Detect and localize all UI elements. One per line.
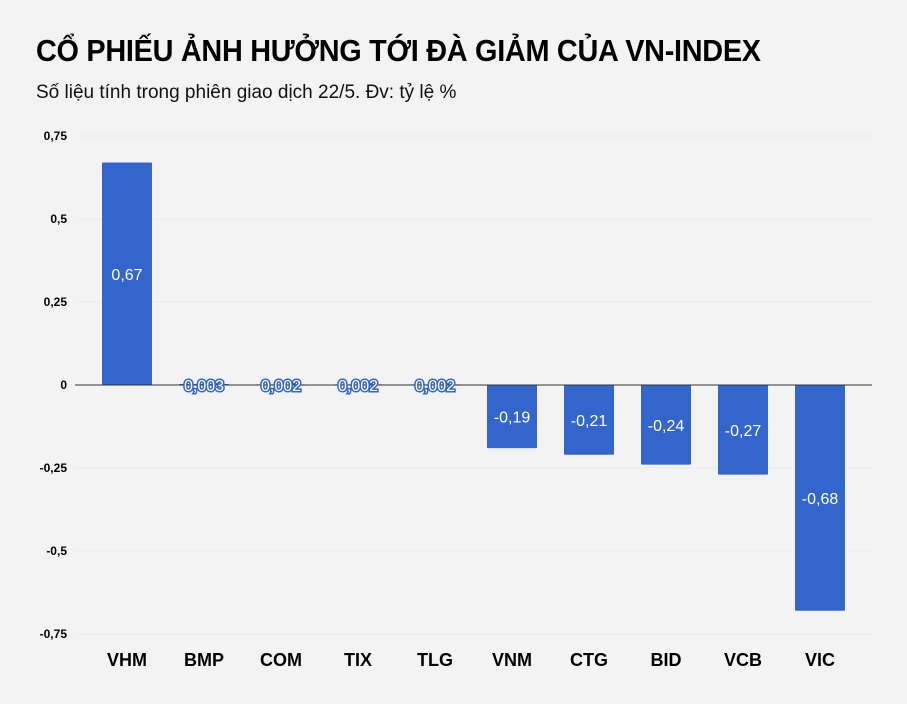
- y-tick-label: -0,75: [40, 627, 68, 641]
- bar-vcb: [718, 385, 768, 475]
- bar-ctg: [564, 385, 614, 455]
- data-label: -0,21: [571, 413, 608, 430]
- y-tick-label: 0,75: [44, 129, 68, 143]
- y-tick-label: 0,25: [44, 295, 68, 309]
- bar-vnm: [487, 385, 537, 449]
- x-tick-label: TIX: [344, 650, 372, 670]
- y-tick-label: 0,5: [50, 212, 67, 226]
- x-tick-label: VIC: [805, 650, 835, 670]
- data-label: 0,002: [338, 378, 378, 395]
- data-label: -0,19: [494, 410, 531, 427]
- y-tick-label: -0,5: [46, 544, 67, 558]
- data-label: -0,68: [802, 491, 839, 508]
- y-tick-label: -0,25: [40, 461, 68, 475]
- chart-subtitle: Số liệu tính trong phiên giao dịch 22/5.…: [36, 82, 457, 103]
- x-tick-label: BMP: [184, 650, 224, 670]
- bar-vhm: [102, 162, 152, 385]
- data-label: 0,002: [261, 378, 301, 395]
- chart-title: CỔ PHIẾU ẢNH HƯỞNG TỚI ĐÀ GIẢM CỦA VN-IN…: [36, 33, 761, 68]
- data-label: 0,67: [111, 267, 142, 284]
- x-tick-label: VNM: [492, 650, 532, 670]
- x-tick-label: VCB: [724, 650, 762, 670]
- bar-bid: [641, 385, 691, 465]
- x-tick-label: BID: [651, 650, 682, 670]
- x-tick-label: CTG: [570, 650, 608, 670]
- x-tick-label: VHM: [107, 650, 147, 670]
- y-tick-label: 0: [60, 378, 67, 392]
- data-label: 0,002: [415, 378, 455, 395]
- x-tick-label: TLG: [417, 650, 453, 670]
- data-label: -0,24: [648, 418, 685, 435]
- data-label: -0,27: [725, 423, 762, 440]
- data-label: 0,003: [184, 378, 224, 395]
- bar-vic: [795, 385, 845, 611]
- x-tick-label: COM: [260, 650, 302, 670]
